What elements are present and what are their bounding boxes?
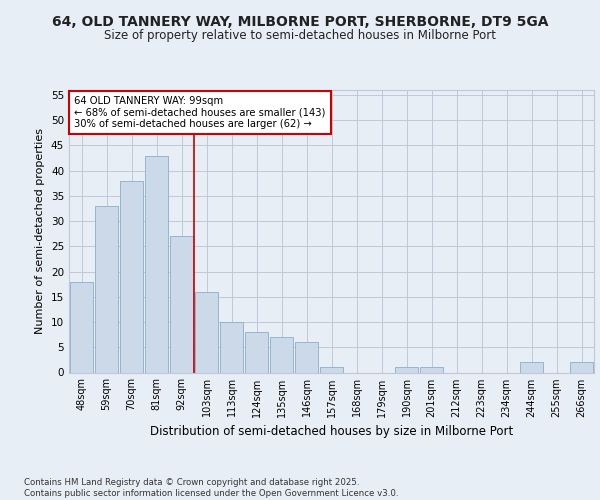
Text: Size of property relative to semi-detached houses in Milborne Port: Size of property relative to semi-detach… [104, 30, 496, 43]
Bar [395, 368, 418, 372]
Bar [220, 322, 243, 372]
Text: Contains HM Land Registry data © Crown copyright and database right 2025.
Contai: Contains HM Land Registry data © Crown c… [24, 478, 398, 498]
Bar [245, 332, 268, 372]
Bar [95, 206, 118, 372]
Bar [70, 282, 93, 372]
Bar [295, 342, 318, 372]
Bar [520, 362, 543, 372]
Bar [120, 181, 143, 372]
Bar [320, 368, 343, 372]
X-axis label: Distribution of semi-detached houses by size in Milborne Port: Distribution of semi-detached houses by … [150, 425, 513, 438]
Text: 64, OLD TANNERY WAY, MILBORNE PORT, SHERBORNE, DT9 5GA: 64, OLD TANNERY WAY, MILBORNE PORT, SHER… [52, 15, 548, 29]
Bar [420, 368, 443, 372]
Y-axis label: Number of semi-detached properties: Number of semi-detached properties [35, 128, 46, 334]
Bar [570, 362, 593, 372]
Text: 64 OLD TANNERY WAY: 99sqm
← 68% of semi-detached houses are smaller (143)
30% of: 64 OLD TANNERY WAY: 99sqm ← 68% of semi-… [74, 96, 326, 129]
Bar [270, 337, 293, 372]
Bar [170, 236, 193, 372]
Bar [145, 156, 168, 372]
Bar [195, 292, 218, 372]
